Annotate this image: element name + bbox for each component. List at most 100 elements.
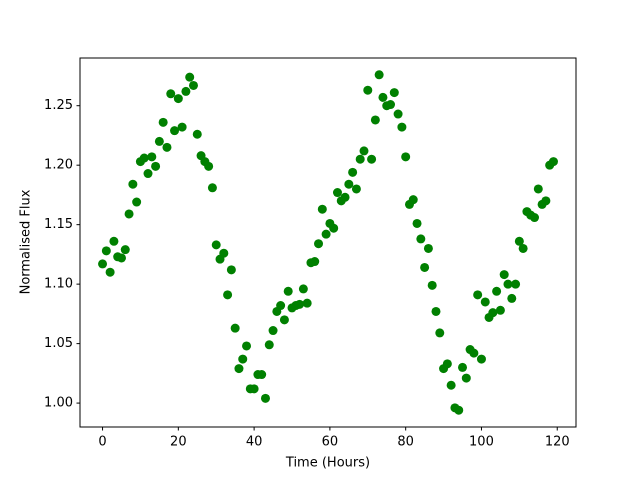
- point: [151, 161, 161, 171]
- point: [401, 152, 411, 162]
- point: [412, 218, 422, 228]
- point: [476, 354, 486, 364]
- point: [530, 213, 540, 223]
- point: [355, 154, 365, 164]
- point: [188, 80, 198, 90]
- point: [143, 169, 153, 179]
- x-tick-label: 20: [170, 435, 187, 450]
- y-tick-label: 1.15: [44, 217, 73, 232]
- point: [499, 270, 509, 280]
- x-tick-label: 120: [545, 435, 570, 450]
- point: [283, 286, 293, 296]
- x-tick-label: 60: [322, 435, 339, 450]
- point: [234, 364, 244, 374]
- point: [223, 290, 233, 300]
- point: [101, 246, 111, 256]
- point: [147, 152, 157, 162]
- point: [393, 109, 403, 119]
- point: [276, 301, 286, 311]
- point: [397, 122, 407, 132]
- point: [435, 328, 445, 338]
- point: [98, 259, 108, 269]
- point: [204, 161, 214, 171]
- point: [310, 257, 320, 267]
- y-tick-label: 1.10: [44, 277, 73, 292]
- point: [378, 92, 388, 102]
- point: [420, 262, 430, 272]
- point: [454, 405, 464, 415]
- point: [427, 280, 437, 290]
- point: [192, 129, 202, 139]
- point: [170, 126, 180, 136]
- point: [423, 243, 433, 253]
- point: [317, 204, 327, 214]
- point: [518, 243, 528, 253]
- point: [185, 72, 195, 82]
- point: [279, 315, 289, 325]
- point: [166, 89, 176, 99]
- point: [473, 290, 483, 300]
- point: [389, 88, 399, 98]
- point: [158, 117, 168, 127]
- x-tick-label: 0: [98, 435, 106, 450]
- point: [116, 253, 126, 263]
- point: [260, 393, 270, 403]
- point: [514, 236, 524, 246]
- point: [264, 340, 274, 350]
- x-tick-label: 40: [246, 435, 263, 450]
- point: [548, 157, 558, 167]
- point: [120, 245, 130, 255]
- point: [541, 196, 551, 206]
- point: [314, 239, 324, 249]
- point: [268, 326, 278, 336]
- point: [344, 179, 354, 189]
- point: [329, 223, 339, 233]
- point: [242, 341, 252, 351]
- point: [105, 267, 115, 277]
- point: [173, 94, 183, 104]
- point: [408, 195, 418, 205]
- point: [458, 362, 468, 372]
- y-tick-label: 1.20: [44, 158, 73, 173]
- y-tick-label: 1.25: [44, 98, 73, 113]
- point: [139, 153, 149, 163]
- point: [446, 380, 456, 390]
- point: [507, 293, 517, 303]
- point: [480, 297, 490, 307]
- point: [340, 192, 350, 202]
- point: [348, 167, 358, 177]
- point: [461, 373, 471, 383]
- point: [367, 154, 377, 164]
- point: [374, 70, 384, 80]
- point: [363, 85, 373, 95]
- y-axis-label: Normalised Flux: [19, 189, 34, 294]
- point: [249, 384, 259, 394]
- point: [302, 298, 312, 308]
- point: [431, 306, 441, 316]
- point: [238, 354, 248, 364]
- point: [230, 323, 240, 333]
- point: [162, 142, 172, 152]
- point: [132, 197, 142, 207]
- point: [492, 286, 502, 296]
- point: [359, 146, 369, 156]
- x-tick-label: 100: [469, 435, 494, 450]
- point: [442, 359, 452, 369]
- point: [370, 115, 380, 125]
- point: [154, 136, 164, 146]
- x-tick-label: 80: [397, 435, 414, 450]
- point: [257, 370, 267, 380]
- point: [295, 299, 305, 309]
- point: [495, 305, 505, 315]
- plot-frame: [79, 57, 577, 428]
- point: [332, 188, 342, 198]
- point: [503, 279, 513, 289]
- point: [207, 183, 217, 193]
- point: [416, 234, 426, 244]
- y-tick-label: 1.05: [44, 336, 73, 351]
- point: [298, 284, 308, 294]
- point: [226, 265, 236, 275]
- point: [211, 240, 221, 250]
